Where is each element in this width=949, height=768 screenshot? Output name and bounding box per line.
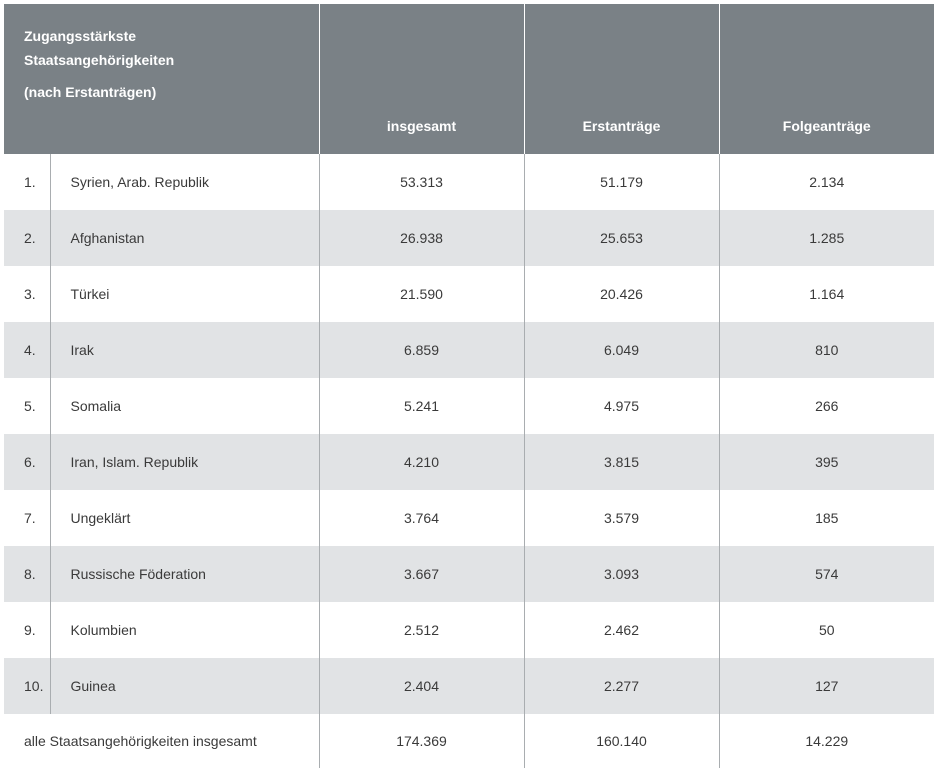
total-cell: 5.241: [318, 378, 524, 434]
table-row: 4. Irak 6.859 6.049 810: [4, 322, 934, 378]
country-cell: Guinea: [49, 658, 319, 714]
country-cell: Syrien, Arab. Republik: [49, 154, 319, 210]
total-row: alle Staatsangehörigkeiten insgesamt 174…: [4, 714, 934, 768]
rank-cell: 9.: [24, 622, 36, 638]
table-row: 5. Somalia 5.241 4.975 266: [4, 378, 934, 434]
first-application-cell: 2.462: [523, 602, 719, 658]
total-cell: 3.667: [318, 546, 524, 602]
first-application-cell: 4.975: [523, 378, 719, 434]
table-header: Zugangsstärkste Staatsangehörigkeiten (n…: [4, 4, 934, 154]
table-row: 2. Afghanistan 26.938 25.653 1.285: [4, 210, 934, 266]
header-row: Zugangsstärkste Staatsangehörigkeiten (n…: [4, 4, 934, 154]
header-title: Zugangsstärkste Staatsangehörigkeiten (n…: [4, 4, 319, 154]
follow-application-cell: 1.164: [718, 266, 934, 322]
rank-cell: 3.: [24, 286, 36, 302]
total-cell: 3.764: [318, 490, 524, 546]
total-cell: 2.512: [318, 602, 524, 658]
follow-application-cell: 1.285: [718, 210, 934, 266]
table-row: 8. Russische Föderation 3.667 3.093 574: [4, 546, 934, 602]
first-application-cell: 3.579: [523, 490, 719, 546]
header-title-line1: Zugangsstärkste: [24, 28, 137, 44]
rank-cell: 5.: [24, 398, 36, 414]
country-cell: Türkei: [49, 266, 319, 322]
rank-cell: 8.: [4, 546, 50, 602]
country-cell: Iran, Islam. Republik: [49, 434, 319, 490]
follow-application-cell: 2.134: [718, 154, 934, 210]
header-title-line2: Staatsangehörigkeiten: [24, 52, 175, 68]
country-cell: Kolumbien: [49, 602, 319, 658]
header-title-line3: (nach Erstanträgen): [24, 84, 157, 100]
first-application-cell: 6.049: [523, 322, 719, 378]
country-cell: Afghanistan: [49, 210, 319, 266]
first-application-cell: 3.815: [523, 434, 719, 490]
rank-cell: 7.: [24, 510, 36, 526]
follow-application-cell: 810: [718, 322, 934, 378]
table-row: 9. Kolumbien 2.512 2.462 50: [4, 602, 934, 658]
table-row: 1. Syrien, Arab. Republik 53.313 51.179 …: [4, 154, 934, 210]
country-cell: Russische Föderation: [49, 546, 319, 602]
asylum-table-container: Zugangsstärkste Staatsangehörigkeiten (n…: [4, 4, 934, 768]
total-label: alle Staatsangehörigkeiten insgesamt: [24, 733, 257, 749]
total-cell: 6.859: [318, 322, 524, 378]
header-col-total: insgesamt: [318, 4, 524, 154]
grand-first-application-cell: 160.140: [523, 714, 719, 768]
country-cell: Somalia: [49, 378, 319, 434]
first-application-cell: 25.653: [523, 210, 719, 266]
total-cell: 4.210: [318, 434, 524, 490]
follow-application-cell: 50: [718, 602, 934, 658]
first-application-cell: 3.093: [523, 546, 719, 602]
total-cell: 21.590: [318, 266, 524, 322]
follow-application-cell: 266: [718, 378, 934, 434]
table-row: 6. Iran, Islam. Republik 4.210 3.815 395: [4, 434, 934, 490]
header-col-first: Erstanträge: [523, 4, 719, 154]
first-application-cell: 2.277: [523, 658, 719, 714]
table-row: 10. Guinea 2.404 2.277 127: [4, 658, 934, 714]
rank-cell: 10.: [4, 658, 50, 714]
total-cell: 26.938: [318, 210, 524, 266]
rank-cell: 4.: [4, 322, 50, 378]
total-cell: 2.404: [318, 658, 524, 714]
total-cell: 53.313: [318, 154, 524, 210]
grand-total-cell: 174.369: [318, 714, 524, 768]
table-body: 1. Syrien, Arab. Republik 53.313 51.179 …: [4, 154, 934, 768]
table-row: 7. Ungeklärt 3.764 3.579 185: [4, 490, 934, 546]
country-cell: Irak: [49, 322, 319, 378]
follow-application-cell: 574: [718, 546, 934, 602]
first-application-cell: 51.179: [523, 154, 719, 210]
follow-application-cell: 127: [718, 658, 934, 714]
first-application-cell: 20.426: [523, 266, 719, 322]
table-row: 3. Türkei 21.590 20.426 1.164: [4, 266, 934, 322]
rank-cell: 1.: [24, 174, 36, 190]
rank-cell: 2.: [4, 210, 50, 266]
grand-follow-application-cell: 14.229: [718, 714, 934, 768]
header-col-follow: Folgeanträge: [718, 4, 934, 154]
follow-application-cell: 185: [718, 490, 934, 546]
nationalities-table: Zugangsstärkste Staatsangehörigkeiten (n…: [4, 4, 934, 768]
rank-cell: 6.: [4, 434, 50, 490]
follow-application-cell: 395: [718, 434, 934, 490]
country-cell: Ungeklärt: [49, 490, 319, 546]
